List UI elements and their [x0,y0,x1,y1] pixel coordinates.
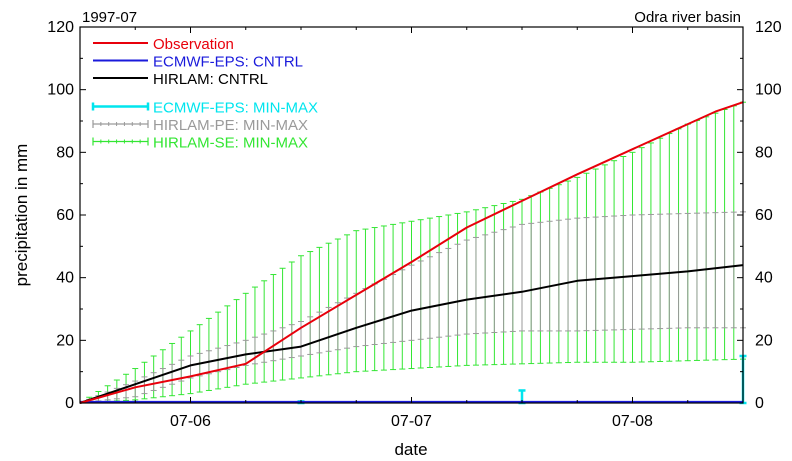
hirlam-pe-min-max-whiskers [86,211,746,403]
x-tick-label: 07-08 [612,413,653,430]
y-tick-label-right: 0 [755,395,764,412]
legend-label-hirlam-cntrl: HIRLAM: CNTRL [153,71,268,88]
x-tick-label: 07-06 [170,413,211,430]
axes: 0 0 20 20 40 40 60 60 80 80 100 100 120 120 07-06 07-07… [47,19,782,430]
y-axis-title: precipitation in mm [12,144,31,287]
y-tick-label-left: 60 [56,207,74,224]
y-tick-label-right: 40 [755,270,773,287]
y-tick-label-left: 20 [56,332,74,349]
y-tick-label-left: 0 [65,395,74,412]
y-tick-label-left: 100 [47,82,74,99]
legend-label-hirlam-se-min-max: HIRLAM-SE: MIN-MAX [153,135,308,152]
y-tick-label-right: 20 [755,332,773,349]
y-tick-label-left: 120 [47,19,74,36]
hirlam-cntrl-line [79,264,744,404]
legend-label-ecmwf-eps-cntrl: ECMWF-EPS: CNTRL [153,54,303,71]
y-tick-label-right: 60 [755,207,773,224]
legend-label-hirlam-pe-min-max: HIRLAM-PE: MIN-MAX [153,117,308,134]
y-tick-label-left: 40 [56,270,74,287]
y-tick-label-right: 80 [755,144,773,161]
y-tick-label-right: 100 [755,82,782,99]
y-tick-label-left: 80 [56,144,74,161]
x-axis-title: date [394,440,427,459]
legend-label-observation: Observation [153,36,234,53]
x-tick-label: 07-07 [391,413,432,430]
y-tick-label-right: 120 [755,19,782,36]
period-label: 1997-07 [82,9,137,26]
region-label: Odra river basin [634,9,741,26]
observation-line [79,101,744,404]
legend-label-ecmwf-eps-min-max: ECMWF-EPS: MIN-MAX [153,100,318,117]
